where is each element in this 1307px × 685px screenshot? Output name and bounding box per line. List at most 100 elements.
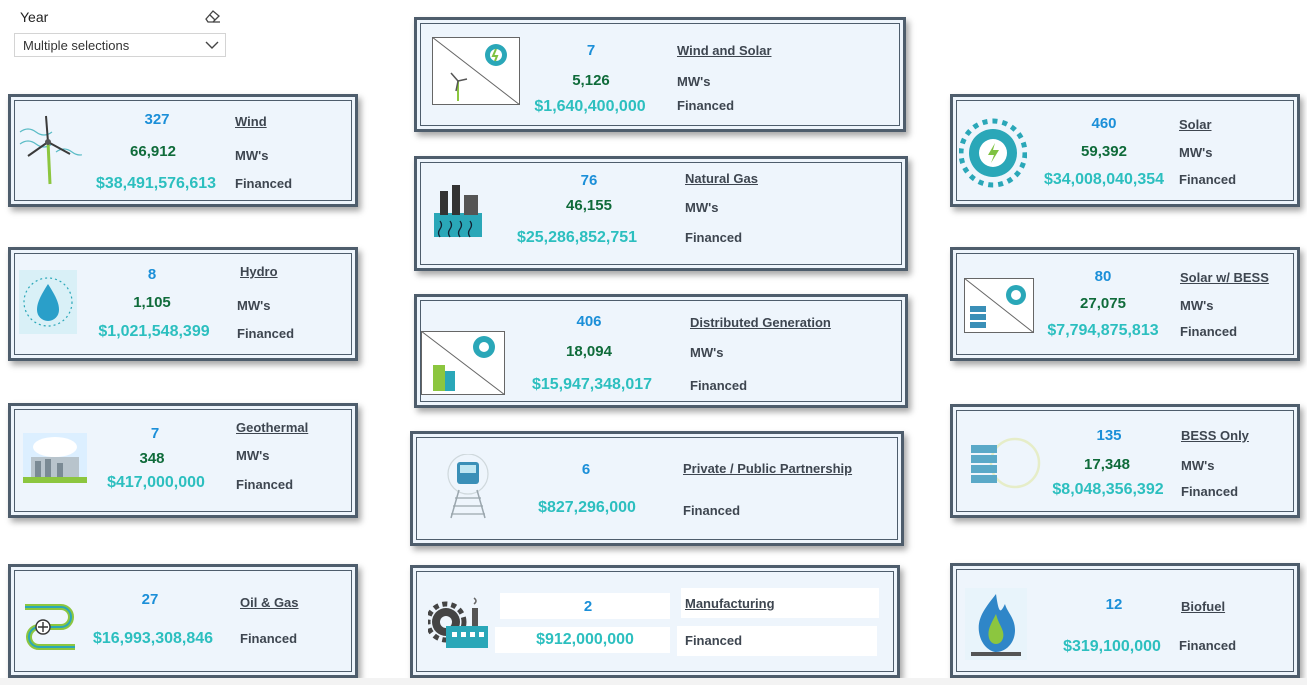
card-natural-gas[interactable]: 76 46,155 $25,286,852,751 Natural Gas MW…	[414, 156, 908, 271]
financed-label: Financed	[685, 230, 743, 245]
card-private-public-partnership[interactable]: 6 $827,296,000 Private / Public Partners…	[410, 431, 904, 546]
card-financed: $38,491,576,613	[95, 175, 217, 192]
financed-label: Financed	[683, 503, 741, 518]
card-mw: 18,094	[566, 343, 612, 360]
mw-label: MW's	[237, 298, 271, 313]
card-category[interactable]: Geothermal	[236, 420, 309, 435]
mw-label: MW's	[1179, 145, 1213, 160]
card-wind-solar[interactable]: 7 5,126 $1,640,400,000 Wind and Solar MW…	[414, 17, 906, 132]
card-financed: $34,008,040,354	[1043, 171, 1165, 188]
chevron-down-icon	[205, 38, 219, 53]
factory-gear-icon	[425, 596, 492, 657]
card-bess-only[interactable]: 135 17,348 $8,048,356,392 BESS Only MW's…	[950, 404, 1300, 518]
slicer-title: Year	[20, 9, 49, 25]
card-mw: 59,392	[1081, 143, 1127, 160]
card-category[interactable]: Oil & Gas	[240, 595, 299, 610]
mw-label: MW's	[690, 345, 724, 360]
card-financed: $7,794,875,813	[1047, 322, 1159, 339]
financed-label: Financed	[236, 477, 294, 492]
card-count: 135	[1096, 427, 1122, 444]
year-slicer[interactable]: Year Multiple selections	[14, 6, 226, 57]
card-count: 327	[144, 111, 170, 128]
card-count: 460	[1091, 115, 1117, 132]
card-financed: $1,640,400,000	[534, 98, 646, 115]
solar-battery-icon	[963, 277, 1035, 338]
financed-label: Financed	[1179, 172, 1237, 187]
card-category[interactable]: Hydro	[240, 264, 278, 279]
card-mw: 66,912	[130, 143, 176, 160]
card-financed: $827,296,000	[538, 499, 636, 516]
eraser-icon[interactable]	[204, 8, 222, 27]
card-financed: $912,000,000	[536, 631, 634, 648]
card-category[interactable]: Private / Public Partnership	[683, 461, 853, 476]
mw-label: MW's	[1180, 298, 1214, 313]
mw-label: MW's	[1181, 458, 1215, 473]
card-count: 27	[141, 591, 159, 608]
financed-label: Financed	[677, 98, 735, 113]
bottom-scrollbar[interactable]	[0, 678, 1307, 685]
card-count: 7	[150, 425, 160, 442]
card-category[interactable]: Solar	[1179, 117, 1212, 132]
card-count: 8	[147, 266, 157, 283]
power-plant-icon	[432, 171, 484, 246]
card-wind[interactable]: 327 66,912 $38,491,576,613 Wind MW's Fin…	[8, 94, 358, 207]
card-financed: $15,947,348,017	[531, 376, 653, 393]
card-category[interactable]: BESS Only	[1181, 428, 1249, 443]
financed-label: Financed	[1181, 484, 1239, 499]
wind-solar-icon	[431, 36, 521, 110]
card-solar-bess[interactable]: 80 27,075 $7,794,875,813 Solar w/ BESS M…	[950, 247, 1300, 361]
geothermal-icon	[23, 433, 87, 488]
card-category[interactable]: Solar w/ BESS	[1180, 270, 1269, 285]
year-dropdown[interactable]: Multiple selections	[14, 33, 226, 57]
card-mw: 27,075	[1080, 295, 1126, 312]
mw-label: MW's	[235, 148, 269, 163]
card-biofuel[interactable]: 12 $319,100,000 Biofuel Financed	[950, 563, 1300, 678]
financed-label: Financed	[685, 633, 743, 648]
card-category[interactable]: Wind	[235, 114, 267, 129]
water-drop-icon	[19, 270, 77, 339]
card-mw: 17,348	[1084, 456, 1130, 473]
card-mw: 348	[139, 450, 165, 467]
financed-label: Financed	[237, 326, 295, 341]
flame-icon	[965, 588, 1027, 665]
card-mw: 5,126	[572, 72, 610, 89]
card-solar[interactable]: 460 59,392 $34,008,040,354 Solar MW's Fi…	[950, 94, 1300, 207]
dropdown-value: Multiple selections	[23, 37, 130, 53]
card-financed: $25,286,852,751	[516, 229, 638, 246]
card-mw: 46,155	[566, 197, 612, 214]
battery-storage-icon	[969, 435, 1041, 496]
card-financed: $8,048,356,392	[1052, 481, 1164, 498]
card-financed: $319,100,000	[1063, 638, 1161, 655]
financed-label: Financed	[1179, 638, 1237, 653]
card-distributed-generation[interactable]: 406 18,094 $15,947,348,017 Distributed G…	[414, 294, 908, 408]
distributed-generation-icon	[420, 330, 506, 400]
card-financed: $16,993,308,846	[92, 630, 214, 647]
card-category[interactable]: Manufacturing	[685, 596, 775, 611]
wind-turbine-icon	[16, 112, 89, 193]
card-count: 406	[576, 313, 602, 330]
financed-label: Financed	[240, 631, 298, 646]
card-manufacturing[interactable]: 2 $912,000,000 Manufacturing Financed	[410, 565, 900, 678]
card-financed: $1,021,548,399	[98, 323, 210, 340]
financed-label: Financed	[1180, 324, 1238, 339]
card-count: 12	[1105, 596, 1123, 613]
financed-label: Financed	[235, 176, 293, 191]
card-category[interactable]: Distributed Generation	[690, 315, 831, 330]
card-count: 7	[586, 42, 596, 59]
card-geothermal[interactable]: 7 348 $417,000,000 Geothermal MW's Finan…	[8, 403, 358, 518]
card-oil-gas[interactable]: 27 $16,993,308,846 Oil & Gas Financed	[8, 564, 358, 678]
card-category[interactable]: Natural Gas	[685, 171, 758, 186]
card-category[interactable]: Biofuel	[1181, 599, 1226, 614]
card-category[interactable]: Wind and Solar	[677, 43, 772, 58]
mw-label: MW's	[685, 200, 719, 215]
card-financed: $417,000,000	[107, 474, 205, 491]
card-hydro[interactable]: 8 1,105 $1,021,548,399 Hydro MW's Financ…	[8, 247, 358, 361]
card-count: 80	[1094, 268, 1112, 285]
mw-label: MW's	[236, 448, 270, 463]
card-count: 76	[580, 172, 598, 189]
card-count: 6	[581, 461, 591, 478]
mw-label: MW's	[677, 74, 711, 89]
card-count: 2	[583, 598, 593, 615]
solar-icon	[958, 117, 1028, 194]
card-mw: 1,105	[133, 294, 171, 311]
